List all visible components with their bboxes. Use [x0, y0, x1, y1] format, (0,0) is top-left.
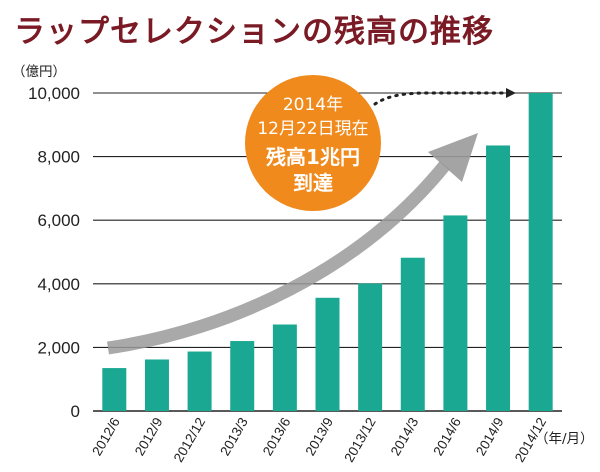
annotation-bubble: [245, 75, 381, 211]
bar: [102, 368, 127, 411]
bar: [230, 341, 255, 411]
bar: [443, 215, 468, 411]
x-axis-unit-label: （年/月）: [535, 431, 594, 447]
bar: [528, 93, 553, 411]
y-tick-label: 2,000: [37, 338, 80, 357]
bar-layer: [102, 93, 553, 411]
y-tick-label: 0: [71, 402, 80, 421]
bar: [315, 297, 340, 411]
x-tick-label: 2012/12: [171, 415, 208, 465]
bar: [358, 283, 383, 411]
x-tick-label: 2014/6: [430, 415, 464, 458]
x-tick-label: 2014/3: [388, 415, 422, 458]
x-tick-label: 2013/3: [217, 415, 251, 458]
trend-arrow: [107, 160, 451, 355]
annotation-line2: 12月22日現在: [257, 119, 368, 139]
bar: [144, 359, 169, 411]
annotation-line1: 2014年: [283, 95, 343, 115]
x-tick-label: 2014/9: [473, 415, 507, 458]
dotted-arrow: [373, 88, 517, 106]
y-tick-label: 8,000: [37, 148, 80, 167]
y-tick-label: 10,000: [28, 84, 80, 103]
x-tick-label: 2013/6: [260, 415, 294, 458]
annotation-line3: 残高1兆円: [266, 145, 360, 169]
y-tick-label: 4,000: [37, 275, 80, 294]
x-tick-label: 2013/12: [341, 415, 378, 465]
y-axis-unit-label: （億円）: [12, 64, 66, 80]
x-tick-label: 2012/9: [132, 415, 166, 458]
chart-title: ラップセレクションの残高の推移: [14, 14, 494, 50]
bar: [187, 351, 212, 411]
annotation-line4: 到達: [293, 171, 333, 195]
y-tick-label: 6,000: [37, 211, 80, 230]
x-tick-label: 2012/6: [89, 415, 123, 458]
bar: [272, 324, 297, 411]
bar: [400, 257, 425, 411]
bar: [486, 145, 511, 411]
x-tick-label: 2013/9: [302, 415, 336, 458]
trend-arrowhead: [428, 133, 478, 182]
